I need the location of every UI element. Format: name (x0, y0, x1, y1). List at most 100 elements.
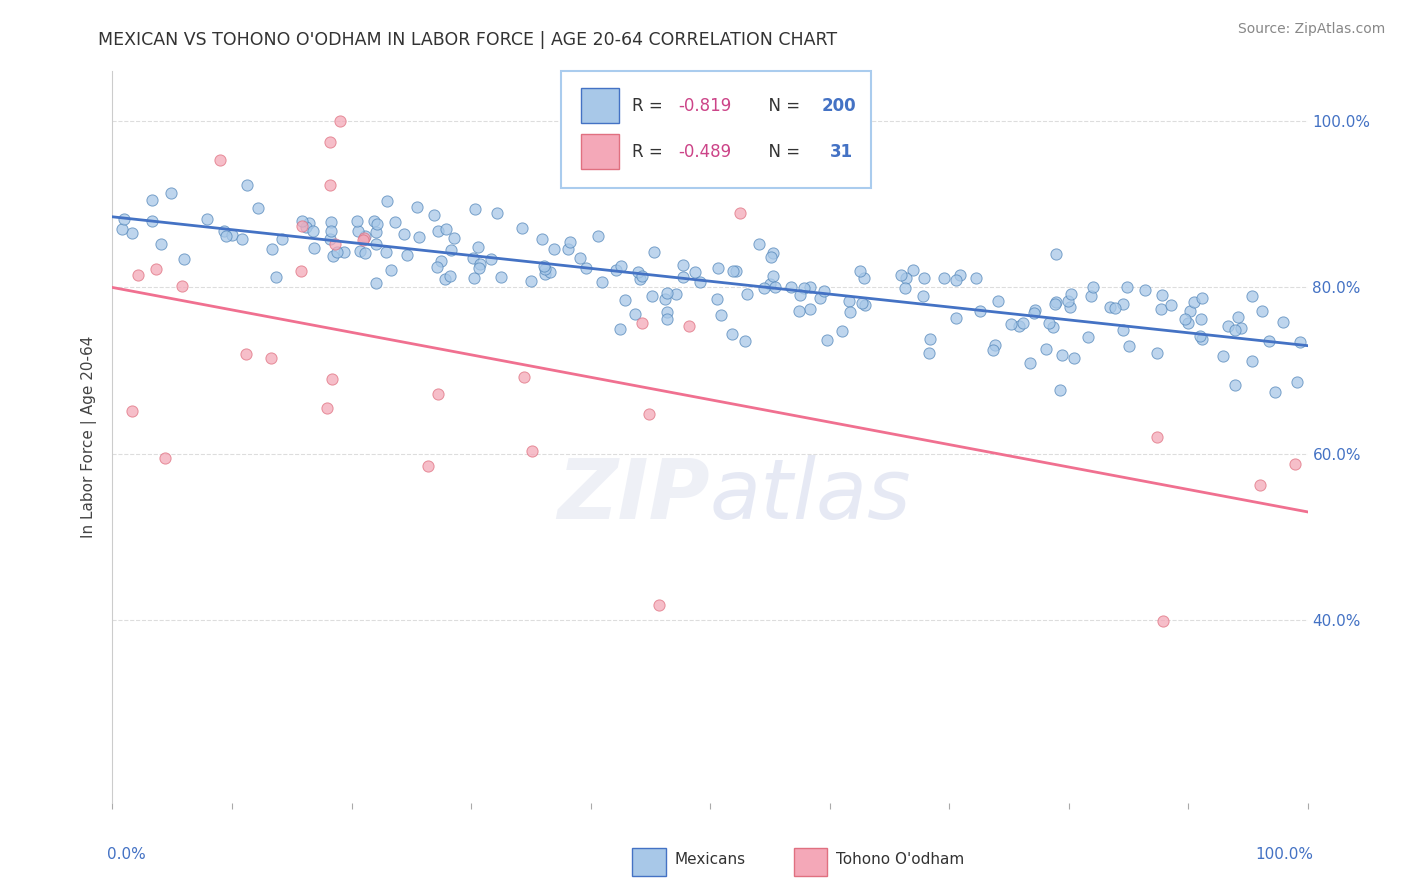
Point (918, 345, 941, 359)
Point (761, 250, 783, 264)
Point (981, 343, 1004, 357)
Point (734, 334, 756, 348)
Point (759, 277, 782, 291)
Point (533, 259, 555, 273)
Point (787, 304, 810, 318)
Text: -0.819: -0.819 (678, 96, 731, 115)
Point (349, 244, 371, 259)
Point (838, 294, 860, 309)
Point (463, 251, 485, 265)
Point (780, 280, 803, 294)
Point (808, 291, 831, 305)
Point (153, 451, 176, 466)
Point (468, 261, 491, 276)
Point (1289, 335, 1312, 350)
Point (319, 136, 342, 150)
Point (1184, 295, 1206, 310)
Point (1012, 316, 1035, 330)
Point (831, 324, 853, 338)
Text: R =: R = (633, 96, 668, 115)
Point (322, 249, 344, 263)
FancyBboxPatch shape (633, 848, 666, 876)
Point (1043, 297, 1066, 311)
Point (463, 271, 485, 285)
Point (1045, 295, 1067, 310)
Point (235, 347, 257, 361)
Point (520, 274, 543, 288)
Point (605, 263, 627, 277)
Point (534, 262, 557, 277)
Point (643, 244, 665, 259)
Point (762, 268, 785, 283)
Text: ZIP: ZIP (557, 455, 710, 536)
Point (384, 215, 406, 229)
Point (423, 208, 446, 222)
Point (375, 194, 398, 209)
Point (754, 281, 776, 295)
Text: N =: N = (758, 143, 806, 161)
Point (1024, 303, 1046, 318)
Point (353, 231, 375, 245)
Point (815, 333, 838, 347)
Point (735, 287, 758, 301)
Point (485, 206, 508, 220)
Point (1099, 300, 1122, 314)
Text: Source: ZipAtlas.com: Source: ZipAtlas.com (1237, 22, 1385, 37)
Point (672, 259, 695, 273)
Point (1035, 342, 1057, 356)
Point (1150, 301, 1173, 316)
Point (150, 237, 173, 252)
Point (969, 304, 991, 318)
Point (1250, 304, 1272, 318)
Point (851, 296, 873, 310)
Point (364, 225, 387, 239)
Point (264, 269, 287, 284)
Point (121, 226, 143, 240)
Point (945, 273, 967, 287)
Point (434, 222, 457, 236)
Point (1257, 334, 1279, 348)
Point (302, 224, 325, 238)
Point (918, 332, 941, 346)
Point (262, 242, 284, 256)
Text: atlas: atlas (710, 455, 911, 536)
Point (443, 231, 465, 245)
Point (302, 241, 325, 255)
Text: 0.0%: 0.0% (107, 847, 145, 862)
Point (145, 262, 167, 277)
Point (1115, 280, 1137, 294)
Point (530, 232, 553, 246)
Point (987, 293, 1010, 308)
Point (121, 404, 143, 418)
FancyBboxPatch shape (561, 71, 872, 188)
Point (270, 232, 292, 246)
Point (534, 267, 557, 281)
Point (212, 224, 235, 238)
FancyBboxPatch shape (581, 88, 619, 123)
Point (127, 268, 149, 282)
Point (231, 232, 253, 246)
Point (1042, 319, 1064, 334)
Point (813, 284, 835, 298)
Text: MEXICAN VS TOHONO O'ODHAM IN LABOR FORCE | AGE 20-64 CORRELATION CHART: MEXICAN VS TOHONO O'ODHAM IN LABOR FORCE… (98, 31, 838, 49)
Point (1045, 247, 1067, 261)
Point (557, 242, 579, 256)
Text: 200: 200 (821, 96, 856, 115)
Point (510, 221, 533, 235)
Point (558, 235, 581, 250)
Point (325, 237, 347, 252)
Point (467, 240, 489, 254)
Point (1112, 297, 1135, 311)
Point (575, 260, 598, 275)
Point (319, 178, 342, 193)
Point (290, 264, 312, 278)
Y-axis label: In Labor Force | Age 20-64: In Labor Force | Age 20-64 (80, 336, 97, 538)
Text: -0.489: -0.489 (678, 143, 731, 161)
Point (434, 272, 457, 286)
Point (1146, 430, 1168, 444)
Point (366, 276, 388, 290)
Point (1052, 348, 1074, 362)
Point (1240, 354, 1263, 368)
Point (723, 264, 745, 278)
Point (1080, 289, 1102, 303)
